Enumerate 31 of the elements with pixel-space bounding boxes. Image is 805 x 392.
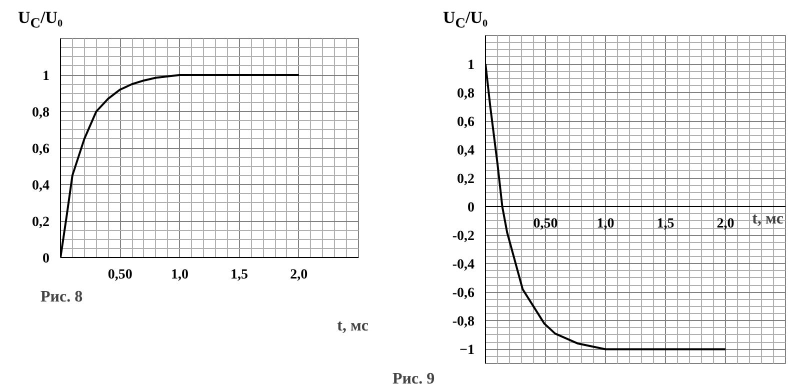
y-tick-label: 1 xyxy=(42,69,50,84)
x-tick-label: 0,50 xyxy=(533,216,558,232)
y-tick-label: 0,6 xyxy=(457,115,474,130)
y-tick-label: -0,8 xyxy=(452,314,475,330)
text: Рис. 8 xyxy=(40,288,83,306)
y-tick-label: 0 xyxy=(42,252,50,266)
y-tick-label: -0,4 xyxy=(452,258,475,273)
x-axis-title: t, мс xyxy=(752,210,784,228)
y-tick-label: -0,2 xyxy=(452,229,475,244)
y-tick-label: 0,4 xyxy=(32,178,50,194)
x-tick-label: 1,5 xyxy=(230,268,248,282)
x-tick-label: 1,0 xyxy=(596,216,614,232)
y-tick-label: 0,4 xyxy=(457,144,474,159)
y-tick-label: 0,2 xyxy=(32,215,50,230)
x-tick-label: 1,5 xyxy=(656,216,674,232)
x-axis-title: t, мс xyxy=(337,318,368,334)
y-axis-title: U$_{C}$/U₀ xyxy=(18,7,63,34)
y-tick-label: 0,8 xyxy=(32,106,50,120)
y-tick-label: −1 xyxy=(460,343,475,358)
x-tick-label: 2,0 xyxy=(290,268,308,282)
y-tick-label: 0,8 xyxy=(457,86,474,102)
x-tick-label: 0,50 xyxy=(108,268,132,282)
text: Рис. 9 xyxy=(392,370,435,388)
y-tick-label: 0,6 xyxy=(32,142,50,157)
y-tick-label: -0,6 xyxy=(452,286,475,302)
y-tick-label: 1 xyxy=(468,58,474,74)
y-axis-title: U$_{C}$/U₀ xyxy=(443,7,488,34)
x-tick-label: 2,0 xyxy=(716,216,734,232)
y-tick-label: 0 xyxy=(468,200,474,216)
y-tick-label: 0,2 xyxy=(457,172,474,188)
x-tick-label: 1,0 xyxy=(170,268,188,282)
